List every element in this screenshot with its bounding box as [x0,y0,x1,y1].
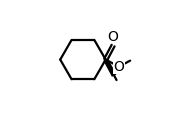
Text: O: O [113,60,124,74]
Text: O: O [108,30,119,44]
